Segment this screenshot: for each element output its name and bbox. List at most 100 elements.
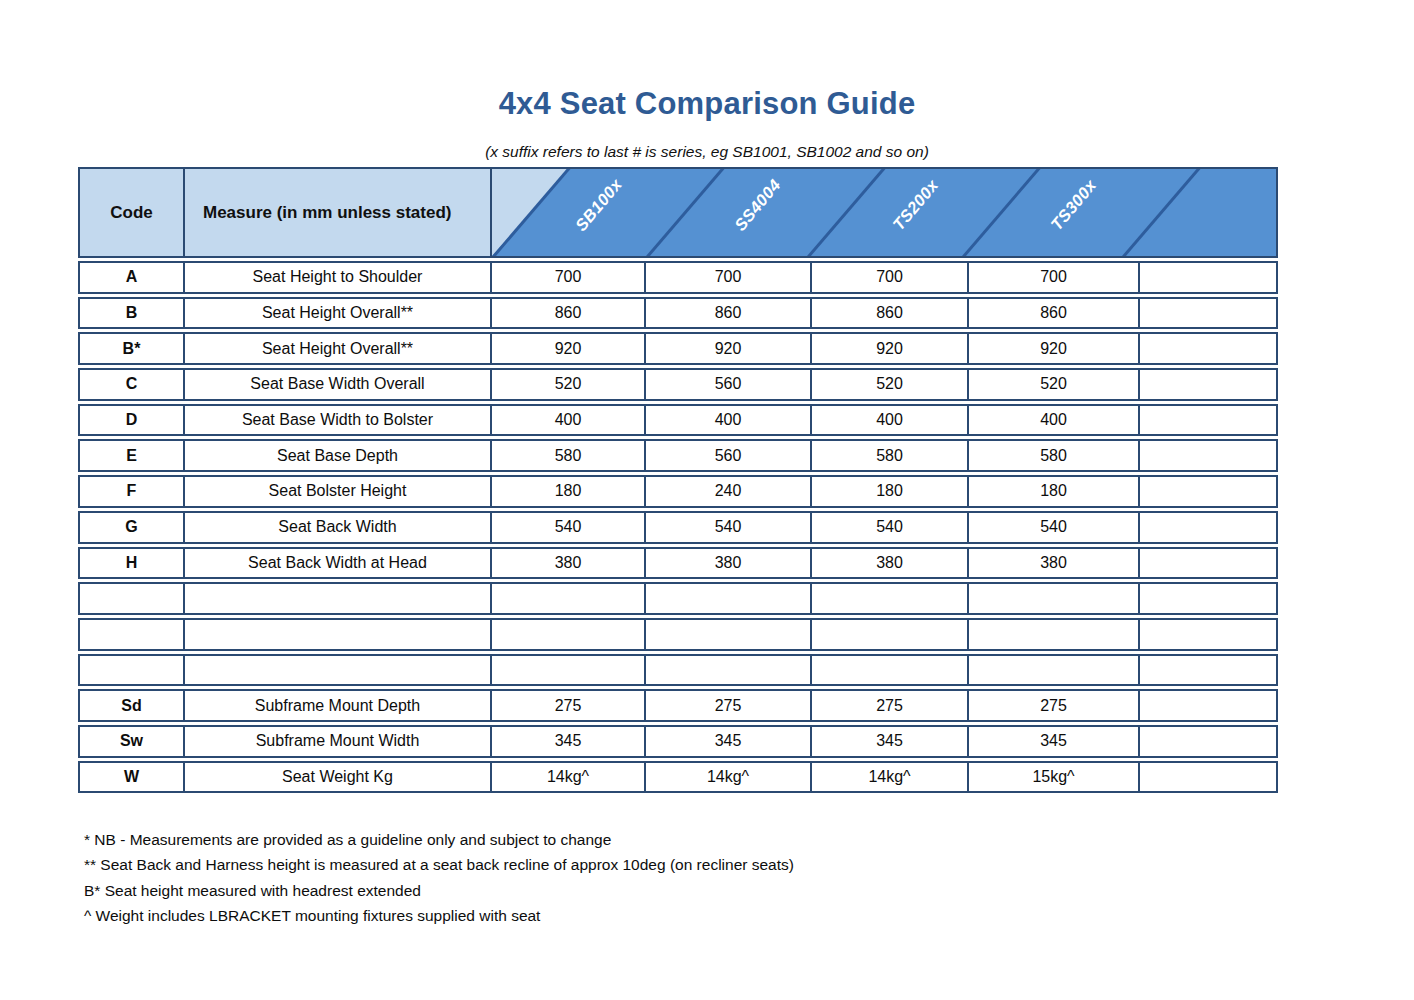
- row-measure-cell: Seat Bolster Height: [185, 475, 492, 508]
- row-value-cell: 14kg^: [812, 761, 969, 794]
- row-value-cell: [1140, 332, 1278, 365]
- row-value-cell: [492, 654, 646, 687]
- row-value-cell: [1140, 404, 1278, 437]
- row-value-cell: [812, 582, 969, 615]
- table-row: [78, 618, 1278, 651]
- row-measure-cell: [185, 582, 492, 615]
- row-value-cell: [492, 582, 646, 615]
- row-measure-cell: [185, 654, 492, 687]
- row-value-cell: 920: [969, 332, 1140, 365]
- row-value-cell: 700: [492, 261, 646, 294]
- model-header-ss4004: SS4004: [714, 167, 801, 254]
- table-row: E Seat Base Depth 580 560 580 580: [78, 439, 1278, 472]
- row-value-cell: 345: [969, 725, 1140, 758]
- row-value-cell: 345: [492, 725, 646, 758]
- row-code-cell: E: [78, 439, 185, 472]
- row-value-cell: 520: [812, 368, 969, 401]
- row-value-cell: [969, 618, 1140, 651]
- header-cell-measure: Measure (in mm unless stated): [185, 167, 492, 258]
- table-row: H Seat Back Width at Head 380 380 380 38…: [78, 547, 1278, 580]
- row-value-cell: 345: [646, 725, 812, 758]
- row-value-cell: [1140, 475, 1278, 508]
- row-value-cell: 380: [492, 547, 646, 580]
- row-value-cell: 920: [646, 332, 812, 365]
- row-value-cell: 400: [812, 404, 969, 437]
- row-value-cell: [1140, 547, 1278, 580]
- row-value-cell: [1140, 261, 1278, 294]
- row-value-cell: 920: [492, 332, 646, 365]
- row-value-cell: 540: [969, 511, 1140, 544]
- diagonal-divider: [1122, 167, 1209, 258]
- row-value-cell: 520: [492, 368, 646, 401]
- row-value-cell: 540: [812, 511, 969, 544]
- table-row: Sw Subframe Mount Width 345 345 345 345: [78, 725, 1278, 758]
- comparison-table: Code Measure (in mm unless stated) SB100…: [78, 167, 1278, 796]
- row-value-cell: 275: [969, 689, 1140, 722]
- row-code-cell: D: [78, 404, 185, 437]
- row-value-cell: [646, 582, 812, 615]
- table-row: Sd Subframe Mount Depth 275 275 275 275: [78, 689, 1278, 722]
- row-value-cell: [1140, 582, 1278, 615]
- row-value-cell: [812, 618, 969, 651]
- row-value-cell: 700: [812, 261, 969, 294]
- footnotes: * NB - Measurements are provided as a gu…: [84, 827, 794, 929]
- footnote-recline: ** Seat Back and Harness height is measu…: [84, 852, 794, 877]
- row-value-cell: 14kg^: [646, 761, 812, 794]
- row-value-cell: [1140, 439, 1278, 472]
- row-value-cell: 560: [646, 439, 812, 472]
- table-row: [78, 654, 1278, 687]
- row-code-cell: Sd: [78, 689, 185, 722]
- row-value-cell: [646, 654, 812, 687]
- row-value-cell: [1140, 511, 1278, 544]
- header-models-band: SB100x SS4004 TS200x TS300x: [492, 167, 1278, 258]
- table-body: A Seat Height to Shoulder 700 700 700 70…: [78, 261, 1278, 793]
- row-value-cell: 400: [492, 404, 646, 437]
- row-code-cell: B*: [78, 332, 185, 365]
- row-code-cell: Sw: [78, 725, 185, 758]
- row-value-cell: [1140, 297, 1278, 330]
- row-value-cell: 14kg^: [492, 761, 646, 794]
- row-value-cell: [646, 618, 812, 651]
- row-measure-cell: Seat Height Overall**: [185, 297, 492, 330]
- row-code-cell: [78, 618, 185, 651]
- row-value-cell: 540: [646, 511, 812, 544]
- table-row: F Seat Bolster Height 180 240 180 180: [78, 475, 1278, 508]
- row-code-cell: [78, 654, 185, 687]
- row-code-cell: B: [78, 297, 185, 330]
- model-header-ts200x: TS200x: [872, 167, 959, 254]
- row-value-cell: 580: [969, 439, 1140, 472]
- row-value-cell: 560: [646, 368, 812, 401]
- table-header-row: Code Measure (in mm unless stated) SB100…: [78, 167, 1278, 258]
- table-row: D Seat Base Width to Bolster 400 400 400…: [78, 404, 1278, 437]
- table-row: A Seat Height to Shoulder 700 700 700 70…: [78, 261, 1278, 294]
- row-value-cell: 580: [812, 439, 969, 472]
- measurements-table: A Seat Height to Shoulder 700 700 700 70…: [78, 258, 1278, 796]
- row-measure-cell: [185, 618, 492, 651]
- row-code-cell: C: [78, 368, 185, 401]
- row-value-cell: 400: [646, 404, 812, 437]
- row-measure-cell: Seat Base Width Overall: [185, 368, 492, 401]
- row-value-cell: 275: [646, 689, 812, 722]
- row-value-cell: [1140, 618, 1278, 651]
- row-value-cell: [969, 582, 1140, 615]
- row-value-cell: 920: [812, 332, 969, 365]
- row-value-cell: 240: [646, 475, 812, 508]
- table-row: [78, 582, 1278, 615]
- row-code-cell: H: [78, 547, 185, 580]
- table-row: B Seat Height Overall** 860 860 860 860: [78, 297, 1278, 330]
- row-measure-cell: Seat Base Width to Bolster: [185, 404, 492, 437]
- page: 4x4 Seat Comparison Guide (x suffix refe…: [0, 0, 1414, 1000]
- row-value-cell: 275: [812, 689, 969, 722]
- row-measure-cell: Seat Height Overall**: [185, 332, 492, 365]
- table-row: W Seat Weight Kg 14kg^ 14kg^ 14kg^ 15kg^: [78, 761, 1278, 794]
- row-value-cell: 540: [492, 511, 646, 544]
- row-value-cell: 860: [812, 297, 969, 330]
- row-value-cell: [1140, 761, 1278, 794]
- row-value-cell: [1140, 654, 1278, 687]
- row-value-cell: 400: [969, 404, 1140, 437]
- header-cell-code: Code: [78, 167, 185, 258]
- row-value-cell: [492, 618, 646, 651]
- row-value-cell: 860: [646, 297, 812, 330]
- table-row: B* Seat Height Overall** 920 920 920 920: [78, 332, 1278, 365]
- row-value-cell: [1140, 368, 1278, 401]
